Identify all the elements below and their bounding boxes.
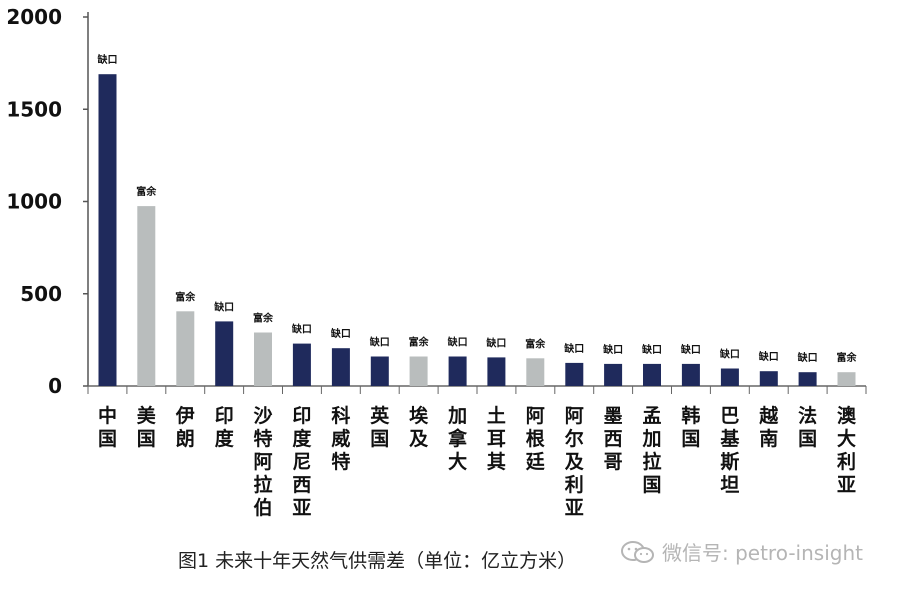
bar-12 — [526, 358, 545, 386]
watermark: 微信号: petro-insight — [620, 537, 863, 566]
data-label-12: 富余 — [525, 337, 546, 350]
bar-10 — [448, 356, 467, 386]
y-tick-label: 500 — [20, 282, 62, 306]
category-label-16: 韩国 — [681, 404, 700, 450]
bar-16 — [681, 363, 700, 386]
data-label-5: 富余 — [253, 312, 274, 325]
bar-17 — [720, 368, 739, 386]
bar-20 — [837, 372, 856, 386]
bar-8 — [370, 356, 389, 386]
category-label-2: 美国 — [137, 404, 157, 450]
category-label-7: 科威特 — [331, 404, 350, 473]
category-label-20: 澳大利亚 — [837, 404, 857, 496]
data-label-11: 缺口 — [485, 336, 506, 349]
bar-11 — [487, 357, 506, 386]
data-label-16: 缺口 — [680, 343, 701, 356]
bar-14 — [604, 363, 623, 386]
bar-4 — [215, 321, 234, 386]
y-tick-label: 1500 — [6, 97, 62, 121]
bar-1 — [98, 74, 117, 386]
data-label-8: 缺口 — [369, 336, 390, 349]
bar-6 — [292, 343, 311, 386]
bar-13 — [565, 362, 584, 386]
data-label-20: 富余 — [837, 351, 858, 364]
bar-15 — [643, 363, 661, 386]
category-label-3: 伊朗 — [175, 404, 195, 450]
axis-layer: 2000 1500 1000 500 0 — [6, 5, 867, 398]
data-label-18: 缺口 — [758, 350, 779, 363]
category-label-4: 印度 — [215, 405, 235, 450]
bar-19 — [798, 372, 817, 386]
category-label-18: 越南 — [758, 404, 779, 450]
data-label-6: 缺口 — [291, 323, 312, 336]
watermark-text: 微信号: petro-insight — [662, 541, 863, 565]
data-label-17: 缺口 — [719, 348, 740, 361]
bar-9 — [409, 356, 428, 386]
bar-7 — [331, 348, 350, 386]
data-label-15: 缺口 — [641, 343, 662, 356]
category-label-13: 阿尔及利亚 — [565, 405, 585, 519]
y-tick-label: 1000 — [6, 190, 62, 214]
data-label-9: 富余 — [409, 336, 430, 349]
category-label-15: 孟加拉国 — [641, 405, 661, 496]
category-label-8: 英国 — [370, 404, 390, 450]
category-label-14: 墨西哥 — [604, 405, 623, 473]
data-label-13: 缺口 — [563, 342, 584, 355]
chart-title: 图1 未来十年天然气供需差（单位：亿立方米） — [178, 550, 577, 572]
data-label-14: 缺口 — [602, 343, 623, 356]
y-tick-label: 2000 — [6, 5, 62, 29]
data-label-10: 缺口 — [447, 336, 468, 349]
bar-layer — [98, 74, 856, 386]
category-label-5: 沙特阿拉伯 — [253, 405, 272, 519]
data-label-2: 富余 — [136, 185, 157, 198]
data-label-7: 缺口 — [330, 327, 351, 340]
bar-3 — [176, 311, 195, 386]
category-label-9: 埃及 — [409, 404, 429, 450]
category-label-12: 阿根廷 — [525, 405, 546, 473]
category-label-1: 中国 — [98, 404, 117, 450]
category-label-11: 土耳其 — [487, 405, 506, 473]
y-tick-label: 0 — [48, 374, 62, 398]
category-label-17: 巴基斯坦 — [719, 405, 740, 496]
wechat-icon — [621, 540, 654, 563]
category-label-6: 印度尼西亚 — [292, 405, 312, 519]
bar-2 — [137, 206, 156, 386]
category-label-19: 法国 — [798, 404, 817, 450]
data-label-1: 缺口 — [97, 53, 118, 66]
category-label-10: 加拿大 — [447, 405, 468, 473]
data-label-4: 缺口 — [213, 300, 234, 313]
bar-18 — [759, 371, 778, 386]
bar-5 — [254, 332, 272, 386]
data-label-19: 缺口 — [797, 351, 818, 364]
data-label-3: 富余 — [175, 290, 196, 303]
